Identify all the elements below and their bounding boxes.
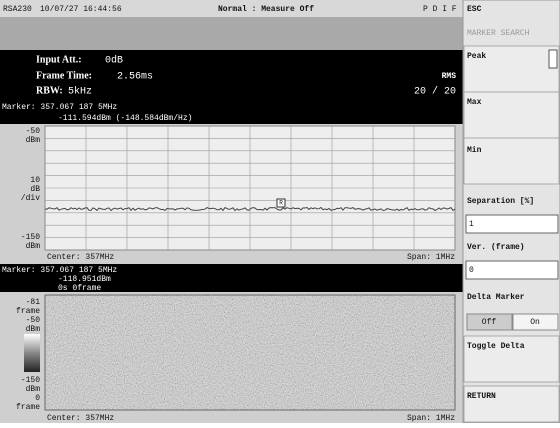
- frame-time: 2.56ms: [117, 72, 153, 83]
- spectrogram-span: Span: 1MHz: [407, 414, 455, 423]
- frame-time-label: Frame Time:: [36, 70, 92, 81]
- delta-marker: Delta Marker: [467, 293, 525, 302]
- flags: P D I F: [423, 5, 457, 14]
- spectrogram-marker-time: 0s 0frame: [58, 284, 101, 293]
- return: RETURN: [467, 392, 496, 401]
- color-bar: [24, 334, 40, 372]
- input-att-label: Input Att.:: [36, 54, 82, 65]
- spectrogram-marker: Marker: 357.067 187 5MHz: [2, 266, 117, 275]
- top-level: -50: [26, 316, 41, 325]
- spectrum-span: Span: 1MHz: [407, 253, 455, 262]
- screen: RSA230 10/07/27 16:44:56 Normal : Measur…: [0, 0, 560, 423]
- spectrogram-image: [45, 295, 455, 410]
- bottom-unit: dBm: [26, 385, 41, 394]
- page: RSA230 10/07/27 16:44:56 Normal : Measur…: [0, 0, 560, 423]
- frame-count: 20 / 20: [414, 86, 456, 98]
- bottom-level: -150: [21, 376, 40, 385]
- esc[interactable]: ESC: [467, 5, 482, 14]
- separation: Separation [%]: [467, 197, 534, 206]
- ver-value: 0: [469, 266, 474, 275]
- bottom-frame-unit: frame: [16, 403, 40, 412]
- min: Min: [467, 146, 482, 155]
- top-frame: -81: [26, 298, 41, 307]
- input-att: 0dB: [105, 55, 123, 67]
- mode: Normal : Measure Off: [218, 5, 314, 14]
- ver: Ver. (frame): [467, 243, 525, 252]
- rbw-label: RBW:: [36, 85, 63, 96]
- separation-value: 1: [469, 220, 474, 229]
- separation-input[interactable]: [466, 215, 558, 233]
- datetime: 10/07/27 16:44:56: [40, 5, 122, 14]
- top-unit: dBm: [26, 325, 41, 334]
- scale-value: 10: [30, 176, 40, 185]
- spectrogram-marker-level: -118.951dBm: [58, 275, 111, 284]
- rbw: 5kHz: [68, 86, 92, 98]
- bottom-frame: 0: [35, 394, 40, 403]
- off: Off: [482, 318, 497, 327]
- on: On: [530, 318, 540, 327]
- min-button[interactable]: [464, 138, 559, 184]
- spectrum-marker: Marker: 357.067 187 5MHz: [2, 103, 117, 112]
- spectrum-center: Center: 357MHz: [47, 253, 114, 262]
- detector: RMS: [442, 72, 457, 81]
- spectrum-marker-level: -111.594dBm (-148.584dBm/Hz): [58, 114, 192, 123]
- ver-input[interactable]: [466, 261, 558, 279]
- menu-title: MARKER SEARCH: [467, 29, 530, 38]
- device: RSA230: [3, 5, 32, 14]
- spin-button[interactable]: [549, 50, 557, 68]
- top-unit: dBm: [26, 136, 41, 145]
- marker-id: R: [279, 200, 283, 207]
- toolbar-area: [0, 17, 463, 50]
- bottom-level: -150: [21, 233, 40, 242]
- peak: Peak: [467, 52, 486, 61]
- scale-per: /div: [21, 194, 40, 203]
- scale-unit: dB: [30, 185, 40, 194]
- bottom-unit: dBm: [26, 242, 41, 251]
- top-level: -50: [26, 127, 41, 136]
- spectrogram-center: Center: 357MHz: [47, 414, 114, 423]
- max: Max: [467, 98, 482, 107]
- toggle-delta: Toggle Delta: [467, 342, 525, 351]
- top-frame-unit: frame: [16, 307, 40, 316]
